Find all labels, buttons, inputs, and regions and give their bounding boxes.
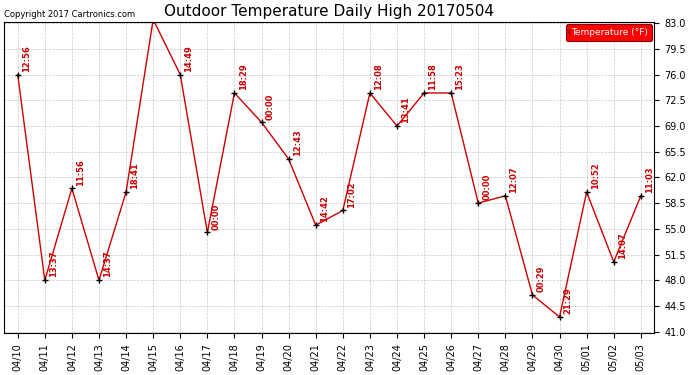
Text: 12:07: 12:07 (509, 166, 518, 193)
Text: 10:52: 10:52 (591, 163, 600, 189)
Text: 11:03: 11:03 (645, 166, 654, 193)
Text: 17:02: 17:02 (347, 181, 356, 208)
Text: 12:08: 12:08 (374, 63, 383, 90)
Text: 00:00: 00:00 (266, 93, 275, 120)
Legend: Temperature (°F): Temperature (°F) (566, 24, 651, 40)
Text: 00:00: 00:00 (482, 174, 491, 200)
Text: 14:49: 14:49 (184, 45, 193, 72)
Text: 13:41: 13:41 (401, 96, 410, 123)
Text: 15:23: 15:23 (455, 63, 464, 90)
Text: 00:00: 00:00 (212, 203, 221, 230)
Text: 11:56: 11:56 (76, 159, 85, 186)
Text: 11:58: 11:58 (428, 63, 437, 90)
Title: Outdoor Temperature Daily High 20170504: Outdoor Temperature Daily High 20170504 (164, 4, 494, 19)
Text: 14:42: 14:42 (320, 195, 329, 222)
Text: 18:41: 18:41 (130, 163, 139, 189)
Text: 14:00: 14:00 (0, 374, 1, 375)
Text: 00:29: 00:29 (537, 266, 546, 292)
Text: 13:37: 13:37 (49, 251, 58, 278)
Text: 14:37: 14:37 (103, 251, 112, 278)
Text: 14:07: 14:07 (618, 232, 627, 259)
Text: 21:29: 21:29 (564, 287, 573, 314)
Text: Copyright 2017 Cartronics.com: Copyright 2017 Cartronics.com (4, 10, 135, 19)
Text: 12:56: 12:56 (22, 45, 31, 72)
Text: 12:43: 12:43 (293, 129, 302, 156)
Text: 18:29: 18:29 (239, 63, 248, 90)
